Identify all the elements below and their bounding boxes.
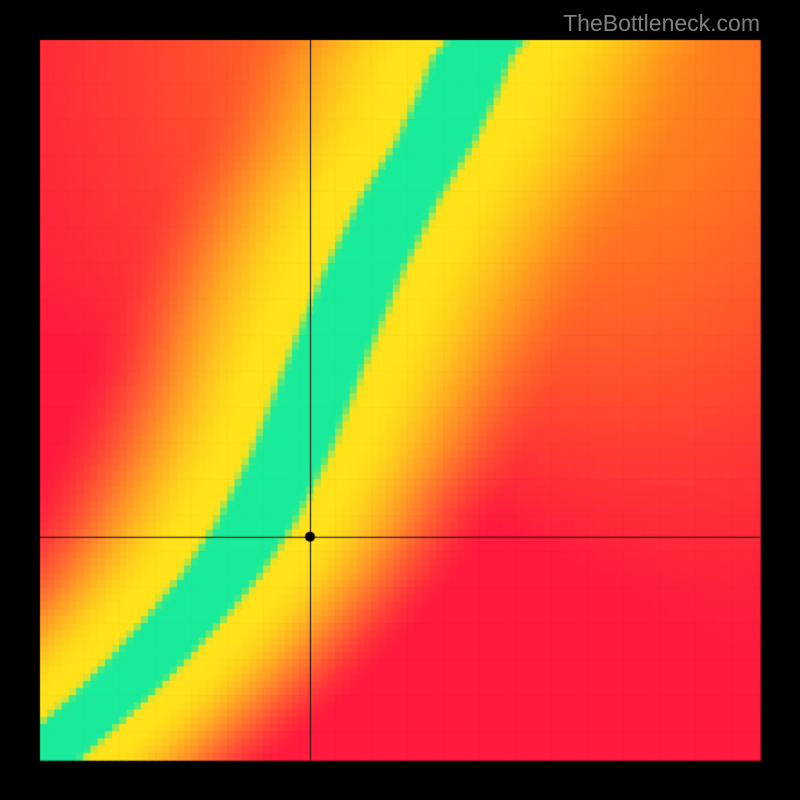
heatmap-canvas bbox=[0, 0, 800, 800]
watermark-text: TheBottleneck.com bbox=[563, 10, 760, 37]
chart-container: TheBottleneck.com bbox=[0, 0, 800, 800]
